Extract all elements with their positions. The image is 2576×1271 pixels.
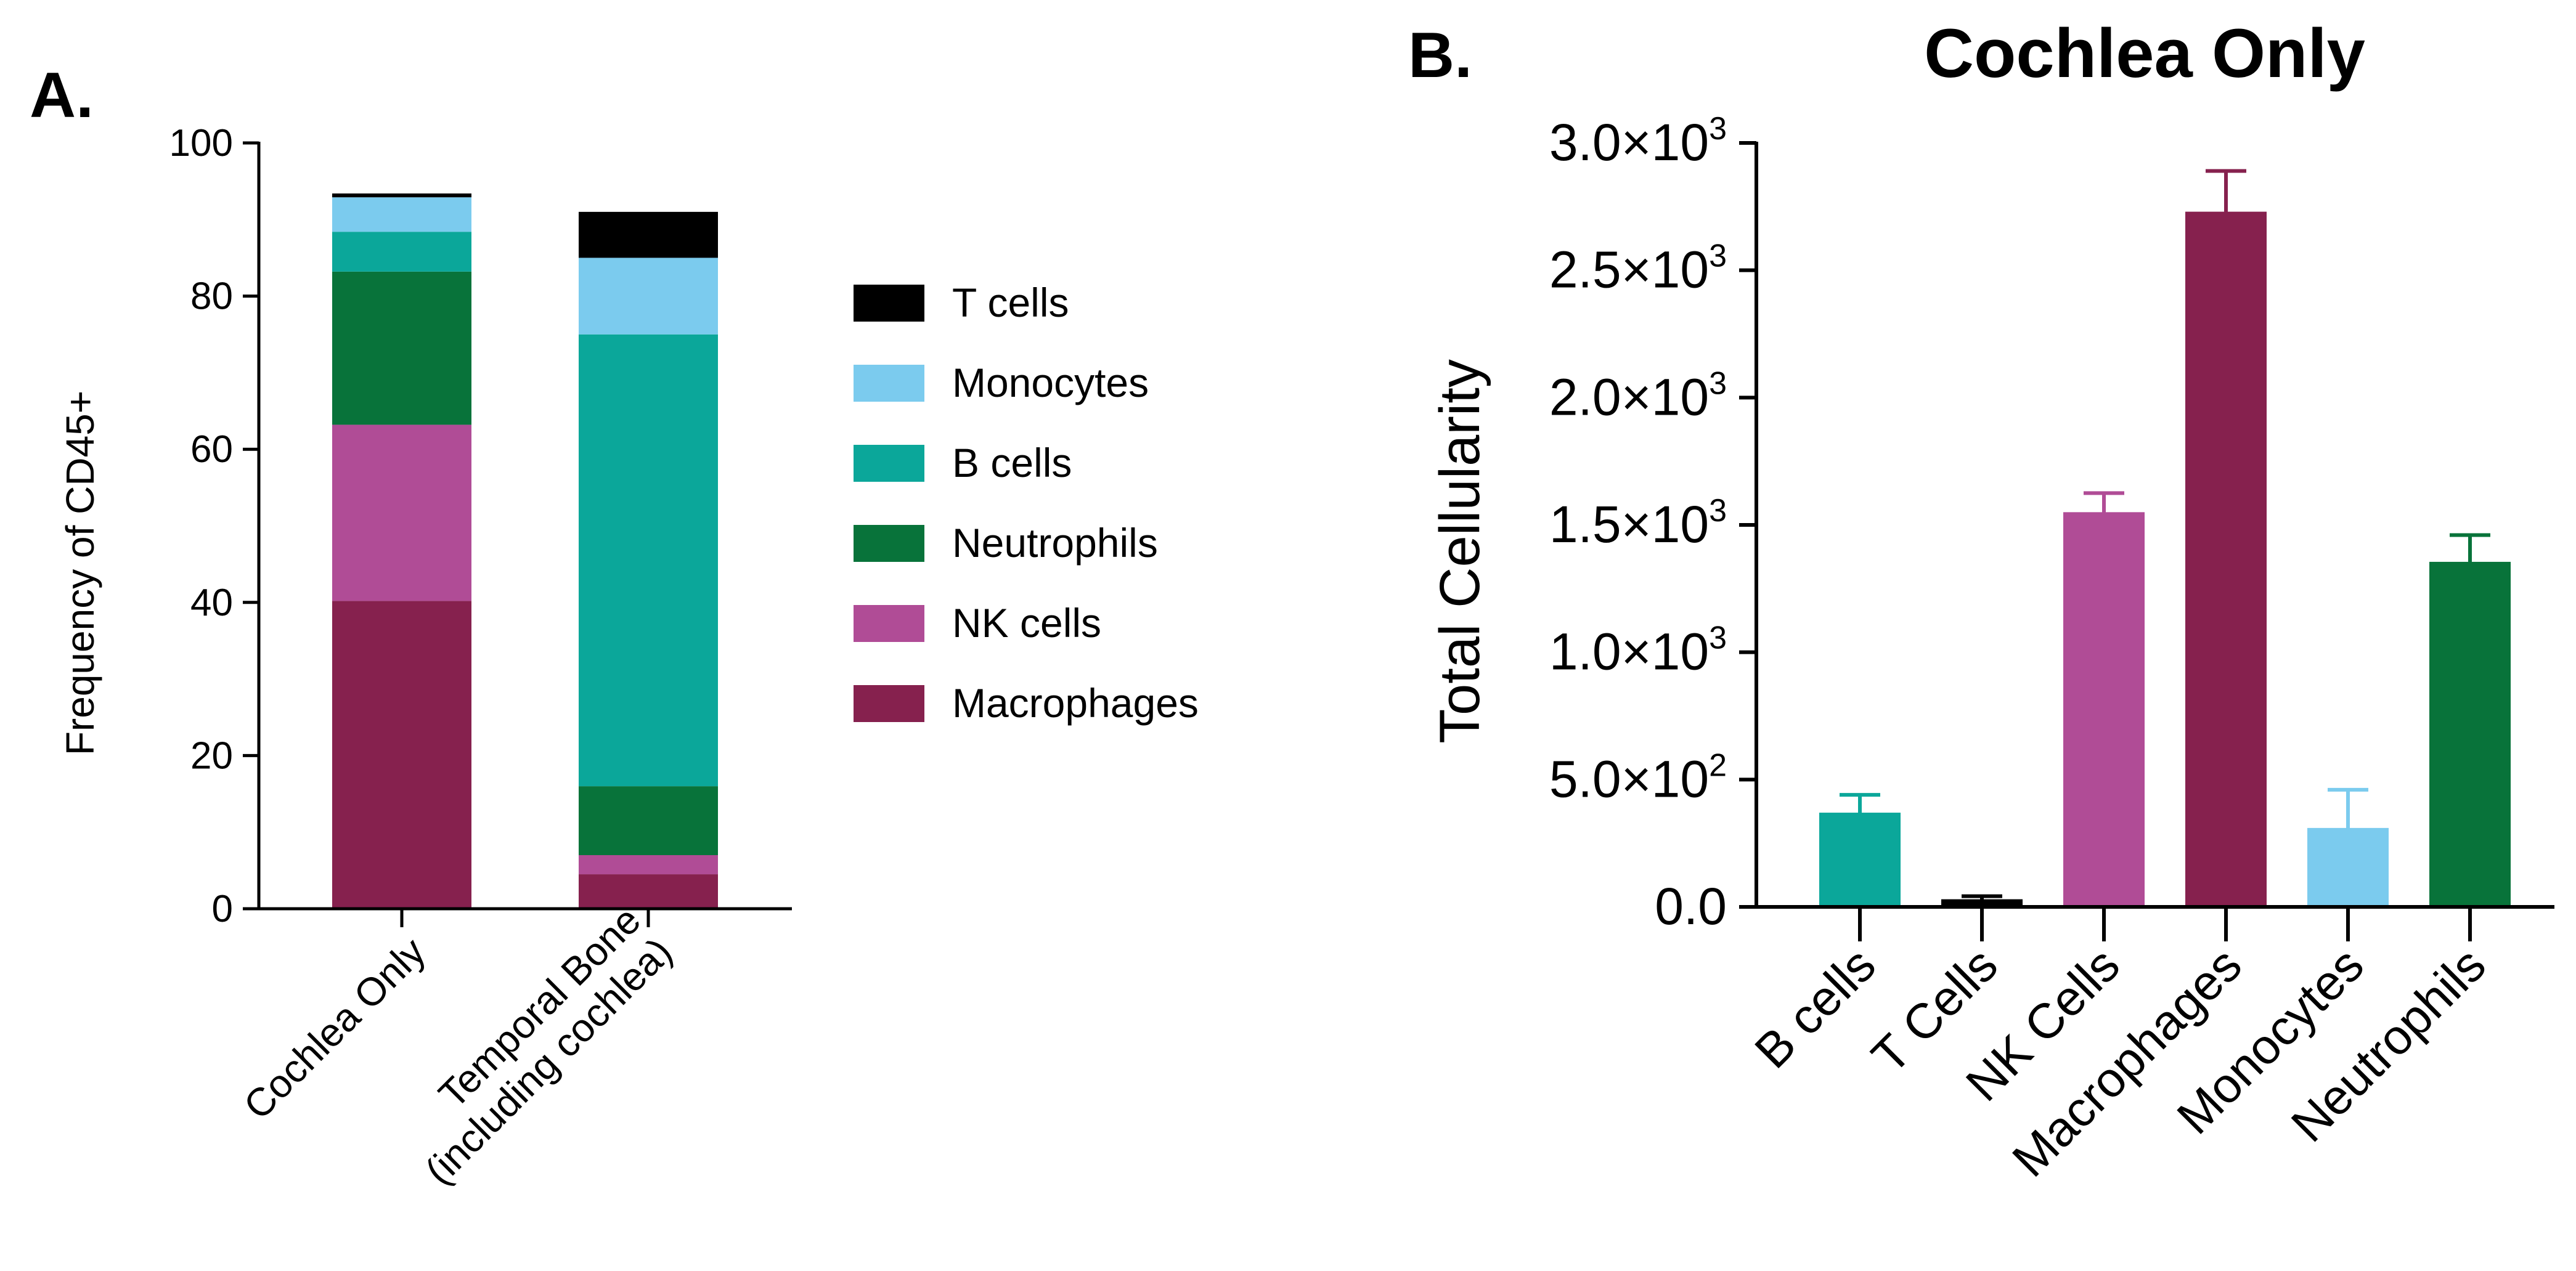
x-tick-label-group: Cochlea Only bbox=[235, 929, 434, 1128]
y-tick-label: 20 bbox=[190, 734, 233, 777]
bar-segment-b-cells bbox=[579, 334, 718, 787]
bar-segment-neutrophils bbox=[579, 786, 718, 855]
chart-b: Cochlea Only 0.05.0×1021.0×1031.5×1032.0… bbox=[1429, 15, 2554, 1187]
y-tick-exponent: 3 bbox=[1709, 238, 1727, 274]
bar-neutrophils bbox=[2429, 561, 2511, 907]
bar-segment-t-cells bbox=[579, 211, 718, 258]
panel-a-label: A. bbox=[30, 60, 94, 131]
legend-swatch-monocytes bbox=[854, 365, 924, 402]
chart-a-bars bbox=[332, 193, 718, 909]
y-tick-label: 0 bbox=[212, 888, 233, 930]
chart-b-y-axis-label: Total Cellularity bbox=[1429, 359, 1491, 744]
bar-segment-monocytes bbox=[579, 258, 718, 335]
bar-segment-macrophages bbox=[579, 874, 718, 909]
bar-macrophages bbox=[2185, 211, 2267, 908]
y-tick-label: 1.5×103 bbox=[1549, 493, 1727, 553]
y-tick-label: 2.5×103 bbox=[1549, 238, 1727, 299]
y-tick-label: 80 bbox=[190, 275, 233, 318]
legend-label: Monocytes bbox=[952, 360, 1149, 405]
y-tick-mantissa: 1.0×10 bbox=[1549, 623, 1709, 681]
y-tick-label: 0.0 bbox=[1655, 877, 1727, 935]
bar-t-cells bbox=[1941, 899, 2023, 907]
y-tick-label: 1.0×103 bbox=[1549, 620, 1727, 681]
chart-b-axes: 0.05.0×1021.0×1031.5×1032.0×1032.5×1033.… bbox=[1549, 111, 2554, 1187]
y-tick-exponent: 3 bbox=[1709, 620, 1727, 656]
chart-b-bars bbox=[1819, 169, 2511, 908]
legend-label: Macrophages bbox=[952, 680, 1199, 726]
y-tick-exponent: 3 bbox=[1709, 111, 1727, 147]
y-tick-label: 2.0×103 bbox=[1549, 365, 1727, 426]
bar-segment-nk-cells bbox=[579, 855, 718, 875]
legend-swatch-b-cells bbox=[854, 445, 924, 482]
y-tick-exponent: 3 bbox=[1709, 493, 1727, 529]
y-tick-mantissa: 1.5×10 bbox=[1549, 495, 1709, 553]
y-tick-mantissa: 0.0 bbox=[1655, 877, 1727, 935]
chart-a-legend: T cells Monocytes B cells Neutrophils NK cel… bbox=[854, 280, 1199, 726]
y-tick-label: 5.0×102 bbox=[1549, 747, 1727, 808]
bar-segment-nk-cells bbox=[332, 424, 471, 601]
y-tick-label: 100 bbox=[169, 122, 233, 164]
y-tick-label: 60 bbox=[190, 428, 233, 471]
bar-segment-monocytes bbox=[332, 197, 471, 232]
bar-nk-cells bbox=[2063, 512, 2145, 907]
legend-label: NK cells bbox=[952, 600, 1101, 646]
legend-swatch-neutrophils bbox=[854, 525, 924, 562]
y-tick-mantissa: 2.0×10 bbox=[1549, 368, 1709, 426]
x-tick-label: B cells bbox=[1744, 937, 1886, 1079]
bar-segment-macrophages bbox=[332, 601, 471, 909]
bar-segment-neutrophils bbox=[332, 271, 471, 425]
legend-label: T cells bbox=[952, 280, 1069, 325]
bar-segment-b-cells bbox=[332, 232, 471, 272]
legend-swatch-t-cells bbox=[854, 285, 924, 322]
chart-a-y-axis-label: Frequency of CD45+ bbox=[58, 391, 102, 755]
y-tick-exponent: 3 bbox=[1709, 365, 1727, 401]
x-tick-label-group: Temporal Bone(including cochlea) bbox=[417, 898, 680, 1193]
y-tick-exponent: 2 bbox=[1709, 747, 1727, 783]
bar-segment-t-cells bbox=[332, 193, 471, 198]
chart-b-title: Cochlea Only bbox=[1924, 15, 2365, 92]
y-tick-label: 3.0×103 bbox=[1549, 111, 1727, 171]
legend-label: B cells bbox=[952, 440, 1072, 485]
legend-swatch-macrophages bbox=[854, 685, 924, 722]
y-tick-mantissa: 2.5×10 bbox=[1549, 241, 1709, 299]
legend-label: Neutrophils bbox=[952, 520, 1158, 566]
y-tick-mantissa: 5.0×10 bbox=[1549, 750, 1709, 808]
x-tick-label: Cochlea Only bbox=[235, 929, 434, 1128]
legend-swatch-nk-cells bbox=[854, 605, 924, 642]
panel-b-label: B. bbox=[1408, 20, 1472, 91]
y-tick-label: 40 bbox=[190, 582, 233, 624]
y-tick-mantissa: 3.0×10 bbox=[1549, 113, 1709, 171]
